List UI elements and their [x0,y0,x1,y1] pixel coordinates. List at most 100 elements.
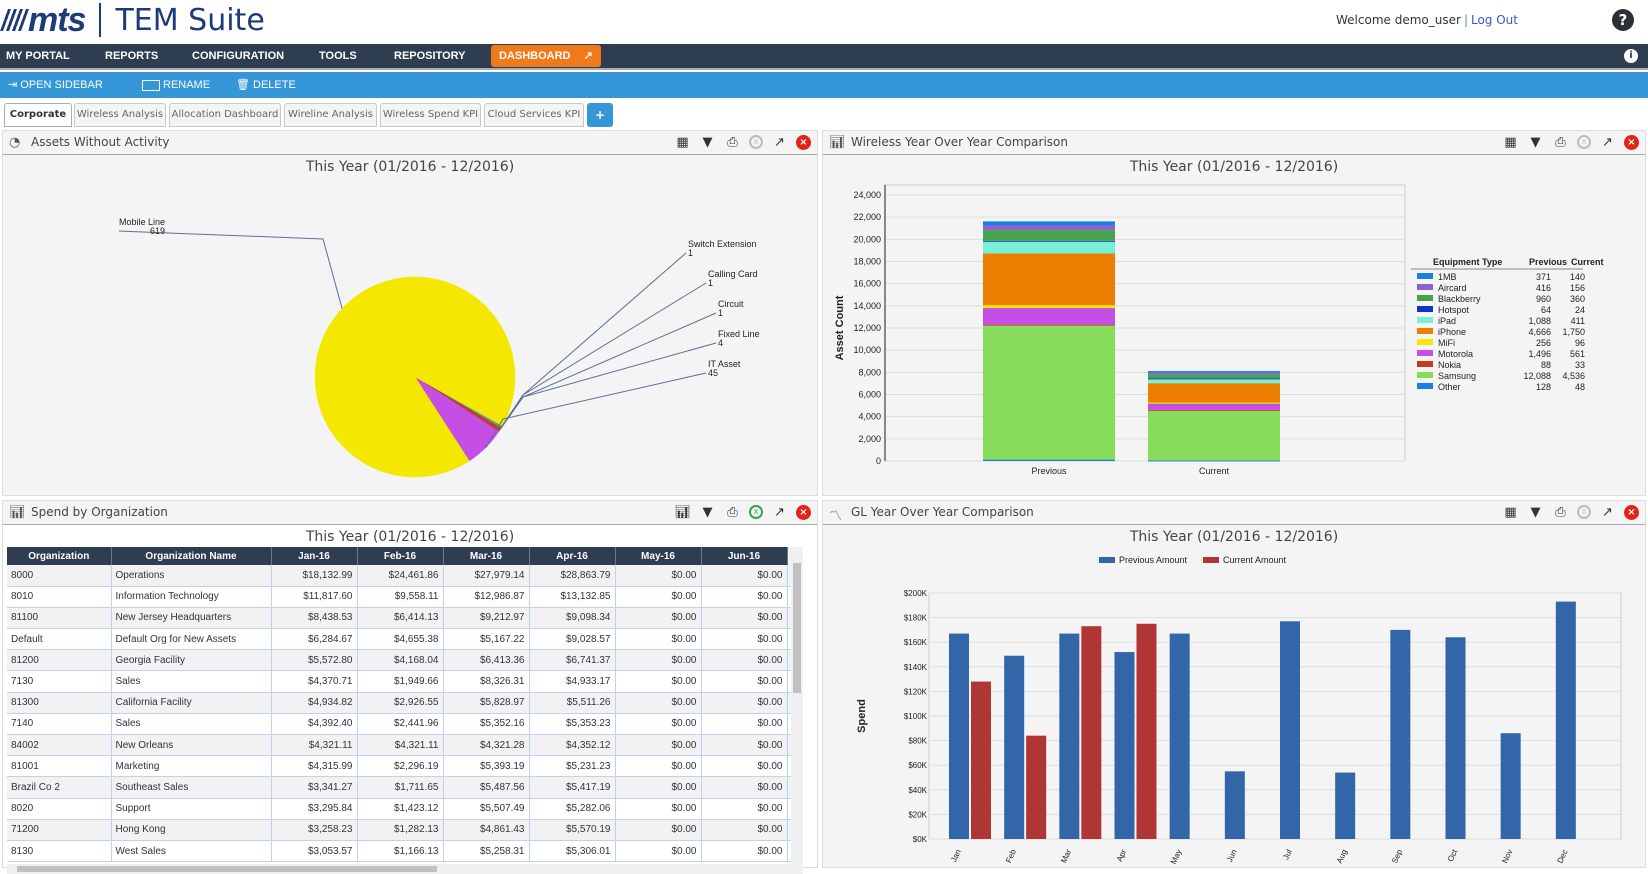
bar-previous-amount[interactable] [1500,733,1521,839]
bar-segment-motorola[interactable] [983,308,1115,325]
bar-segment-samsung[interactable] [1148,410,1280,461]
close-icon[interactable]: × [796,135,811,150]
export-excel-icon[interactable]: X [749,505,763,519]
filter-icon[interactable]: ▼ [1530,135,1541,150]
tab-wireless-spend-kpi[interactable]: Wireless Spend KPI [380,103,481,127]
popout-icon[interactable]: ↗ [774,135,785,150]
nav-tools[interactable]: TOOLS [319,50,357,62]
bar-segment-samsung[interactable] [983,325,1115,460]
help-icon[interactable]: ? [1612,9,1634,31]
nav-my-portal[interactable]: MY PORTAL [6,50,70,62]
delete-button[interactable]: 🗑 DELETE [236,72,296,98]
bar-segment-hotspot[interactable] [1148,378,1280,380]
tab-allocation-dashboard[interactable]: Allocation Dashboard [169,103,281,127]
bar-segment-other[interactable] [1148,460,1280,462]
bar-segment-iphone[interactable] [1148,383,1280,403]
bar-previous-amount[interactable] [1059,633,1080,839]
bar-current-amount[interactable] [1136,623,1157,839]
bar-segment-ipad[interactable] [983,241,1115,254]
bar-segment-aircard[interactable] [1148,372,1280,375]
close-icon[interactable]: × [796,505,811,520]
bar-segment-blackberry[interactable] [983,230,1115,241]
export-excel-icon[interactable]: X [749,135,763,149]
horizontal-scroll-thumb[interactable] [17,866,437,872]
bar-previous-amount[interactable] [1390,629,1411,839]
bar-current-amount[interactable] [971,681,991,839]
table-row[interactable]: 81200 Georgia Facility $5,572.80 $4,168.04 $… [7,649,803,672]
bar-segment-motorola[interactable] [1148,403,1280,410]
close-icon[interactable]: × [1624,505,1639,520]
bar-previous-amount[interactable] [1114,652,1135,839]
table-row[interactable]: Default Default Org for New Assets $6,284.… [7,628,803,651]
filter-icon[interactable]: ▼ [702,135,713,150]
filter-icon[interactable]: ▼ [702,505,713,520]
info-icon[interactable]: i [1624,49,1638,63]
print-icon[interactable]: ⎙ [1555,135,1566,150]
nav-dashboard[interactable]: DASHBOARD ↗ [491,45,601,67]
column-header[interactable]: Mar-16 [443,547,530,565]
bar-segment-1mb[interactable] [1148,371,1280,373]
popout-icon[interactable]: ↗ [1602,135,1613,150]
tab-cloud-services-kpi[interactable]: Cloud Services KPI [484,103,584,127]
bar-current-amount[interactable] [1081,626,1102,839]
tab-wireless-analysis[interactable]: Wireless Analysis [74,103,166,127]
bar-segment-nokia[interactable] [1148,409,1280,411]
logout-link[interactable]: Log Out [1470,13,1518,27]
open-sidebar-button[interactable]: ⇥ OPEN SIDEBAR [8,72,103,98]
column-header[interactable]: Jan-16 [271,547,358,565]
table-row[interactable]: 81300 California Facility $4,934.82 $2,926.… [7,692,803,714]
table-row[interactable]: 7140 Sales $4,392.40 $2,441.96 $5,352.16 $5,3… [7,713,803,736]
table-row[interactable]: 8020 Support $3,295.84 $1,423.12 $5,507.49 $5… [7,798,803,820]
nav-repository[interactable]: REPOSITORY [394,50,466,62]
column-header[interactable]: May-16 [615,547,702,565]
bar-previous-amount[interactable] [1335,772,1356,839]
tab-corporate[interactable]: Corporate [4,103,72,127]
bar-segment-nokia[interactable] [983,324,1115,326]
table-row[interactable]: 8000 Operations $18,132.99 $24,461.86 $27,97… [7,565,803,587]
print-icon[interactable]: ⎙ [727,505,738,520]
export-excel-icon[interactable]: X [1577,135,1591,149]
rename-button[interactable]: RENAME [142,72,210,98]
print-icon[interactable]: ⎙ [1555,505,1566,520]
column-header[interactable]: Organization [7,547,112,565]
bar-segment-aircard[interactable] [983,225,1115,231]
table-row[interactable]: 8130 West Sales $3,053.57 $1,166.13 $5,258.3… [7,840,803,863]
table-view-icon[interactable]: ▦ [676,135,689,150]
export-excel-icon[interactable]: X [1577,505,1591,519]
vertical-scroll-thumb[interactable] [793,563,801,693]
bar-segment-mifi[interactable] [1148,402,1280,404]
bar-previous-amount[interactable] [1445,637,1466,839]
print-icon[interactable]: ⎙ [727,135,738,150]
close-icon[interactable]: × [1624,135,1639,150]
bar-segment-hotspot[interactable] [983,240,1115,242]
table-row[interactable]: 81100 New Jersey Headquarters $8,438.53 $6,… [7,607,803,630]
nav-configuration[interactable]: CONFIGURATION [192,50,285,62]
filter-icon[interactable]: ▼ [1530,505,1541,520]
table-row[interactable]: Brazil Co 2 Southeast Sales $3,341.27 $1,71… [7,776,803,799]
vertical-scrollbar[interactable] [791,547,803,864]
column-header[interactable]: Jun-16 [701,547,788,565]
bar-previous-amount[interactable] [949,633,969,839]
column-header[interactable]: Organization Name [111,547,272,565]
popout-icon[interactable]: ↗ [1602,505,1613,520]
bar-previous-amount[interactable] [1280,621,1300,839]
column-header[interactable]: Feb-16 [357,547,444,565]
nav-reports[interactable]: REPORTS [105,50,159,62]
bar-previous-amount[interactable] [1169,633,1190,839]
bar-segment-1mb[interactable] [983,221,1115,226]
bar-segment-iphone[interactable] [983,253,1115,306]
table-view-icon[interactable]: ▦ [1504,505,1517,520]
column-header[interactable]: Apr-16 [529,547,616,565]
table-row[interactable]: 71200 Hong Kong $3,258.23 $1,282.13 $4,861.4… [7,819,803,841]
bar-previous-amount[interactable] [1555,601,1576,839]
bar-segment-mifi[interactable] [983,305,1115,309]
bar-previous-amount[interactable] [1004,655,1025,839]
add-tab-button[interactable]: + [587,103,613,127]
tab-wireline-analysis[interactable]: Wireline Analysis [284,103,377,127]
bar-segment-ipad[interactable] [1148,378,1280,384]
bar-segment-blackberry[interactable] [1148,374,1280,379]
bar-current-amount[interactable] [1026,735,1047,839]
table-row[interactable]: 8010 Information Technology $11,817.60 $9,5… [7,586,803,608]
table-row[interactable]: 84002 New Orleans $4,321.11 $4,321.11 $4,321… [7,734,803,757]
popout-icon[interactable]: ↗ [774,505,785,520]
